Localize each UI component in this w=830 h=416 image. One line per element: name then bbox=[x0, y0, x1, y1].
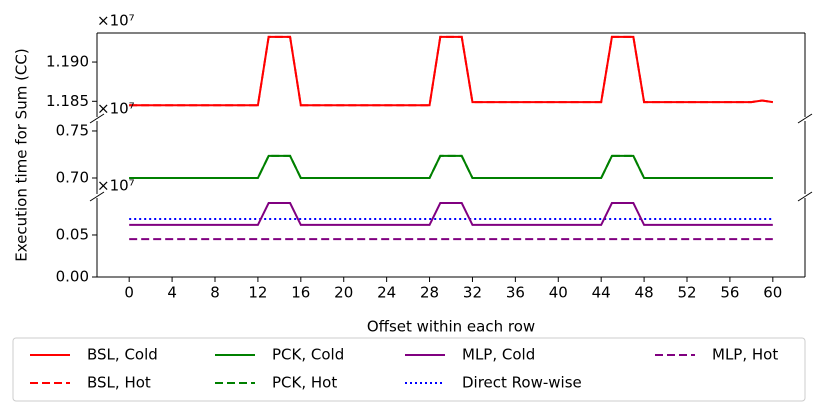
x-tick-label: 24 bbox=[377, 284, 396, 302]
legend-label: MLP, Cold bbox=[462, 346, 535, 364]
legend-label: BSL, Cold bbox=[87, 346, 158, 364]
offset-text: ×10⁷ bbox=[97, 100, 135, 118]
x-tick-label: 56 bbox=[720, 284, 739, 302]
offset-text: ×10⁷ bbox=[97, 12, 135, 30]
x-tick-label: 8 bbox=[210, 284, 220, 302]
y-tick-label: 1.190 bbox=[46, 53, 89, 71]
x-tick-label: 20 bbox=[334, 284, 353, 302]
x-tick-label: 12 bbox=[248, 284, 267, 302]
x-tick-label: 52 bbox=[677, 284, 696, 302]
y-tick-label: 0.00 bbox=[56, 268, 89, 286]
series-line bbox=[129, 35, 773, 107]
x-tick-label: 48 bbox=[635, 284, 654, 302]
series-line bbox=[129, 154, 773, 180]
legend-box bbox=[12, 337, 806, 402]
x-tick-label: 28 bbox=[420, 284, 439, 302]
legend-label: PCK, Hot bbox=[272, 374, 337, 392]
axis-breaks bbox=[89, 113, 813, 202]
x-tick-label: 32 bbox=[463, 284, 482, 302]
x-tick-label: 4 bbox=[167, 284, 177, 302]
offset-text: ×10⁷ bbox=[97, 177, 135, 195]
x-tick-label: 36 bbox=[506, 284, 525, 302]
legend-label: MLP, Hot bbox=[712, 346, 778, 364]
y-tick-label: 1.185 bbox=[46, 92, 89, 110]
y-tick-label: 0.05 bbox=[56, 225, 89, 243]
legend-label: PCK, Cold bbox=[272, 346, 344, 364]
y-axis-label: Execution time for Sum (CC) bbox=[13, 48, 31, 262]
x-tick-label: 0 bbox=[124, 284, 134, 302]
x-axis-label: Offset within each row bbox=[367, 318, 535, 336]
series-line bbox=[129, 202, 773, 226]
legend-label: BSL, Hot bbox=[87, 374, 151, 392]
x-tick-label: 44 bbox=[592, 284, 611, 302]
legend-label: Direct Row-wise bbox=[462, 374, 582, 392]
series-line bbox=[129, 35, 773, 107]
series-line bbox=[129, 154, 773, 180]
x-tick-label: 16 bbox=[291, 284, 310, 302]
y-tick-label: 0.70 bbox=[56, 169, 89, 187]
y-tick-label: 0.75 bbox=[56, 121, 89, 139]
x-tick-label: 60 bbox=[763, 284, 782, 302]
x-tick-label: 40 bbox=[549, 284, 568, 302]
